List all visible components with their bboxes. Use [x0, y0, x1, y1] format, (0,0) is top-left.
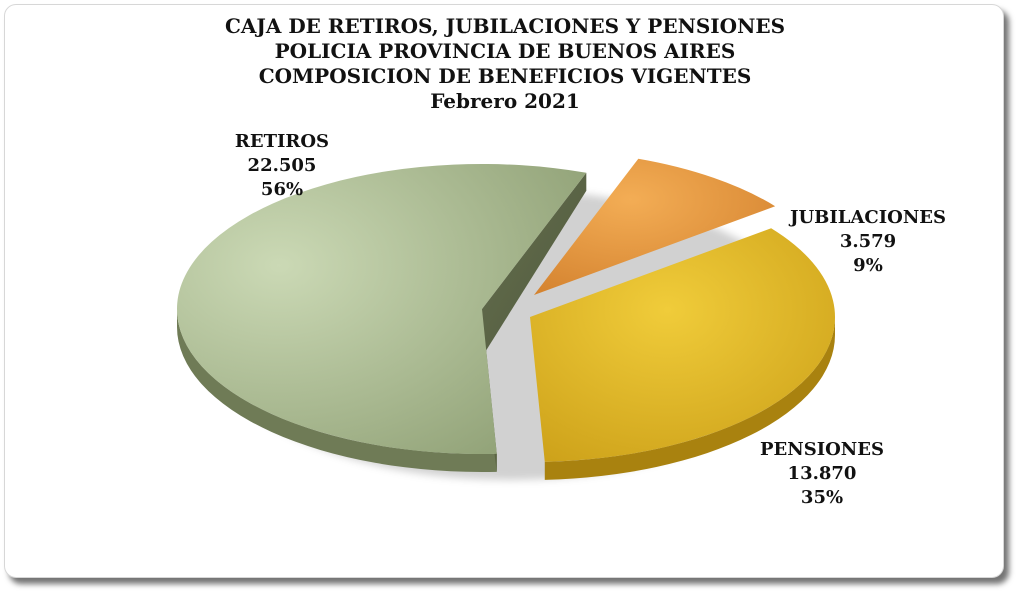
- title-line-1: CAJA DE RETIROS, JUBILACIONES Y PENSIONE…: [224, 14, 786, 38]
- label-retiros-value: 22.505: [247, 155, 317, 176]
- title-line-2: POLICIA PROVINCIA DE BUENOS AIRES: [274, 39, 736, 63]
- slice-pensiones-side: [544, 317, 835, 480]
- slice-retiros-side: [177, 309, 497, 472]
- label-jubilaciones-value: 3.579: [839, 231, 897, 252]
- label-jubilaciones-percent: 9%: [853, 255, 883, 276]
- slice-jubilaciones: [534, 158, 776, 295]
- title-line-4: Febrero 2021: [430, 89, 580, 113]
- slice-jubilaciones-top: [534, 158, 776, 295]
- slice-retiros-face: [482, 172, 587, 357]
- slice-pensiones-top: [530, 228, 835, 462]
- label-retiros-percent: 56%: [260, 179, 304, 200]
- label-jubilaciones: JUBILACIONES 3.579 9%: [788, 206, 948, 278]
- chart-title: CAJA DE RETIROS, JUBILACIONES Y PENSIONE…: [0, 14, 1010, 114]
- slice-retiros-top: [177, 164, 587, 454]
- slice-retiros: [177, 164, 587, 472]
- label-retiros: RETIROS 22.505 56%: [222, 130, 342, 202]
- label-pensiones-name: PENSIONES: [760, 439, 884, 460]
- label-pensiones-value: 13.870: [787, 463, 857, 484]
- slice-pensiones: [530, 228, 835, 480]
- label-jubilaciones-name: JUBILACIONES: [789, 207, 947, 228]
- label-pensiones-percent: 35%: [800, 487, 844, 508]
- label-retiros-name: RETIROS: [234, 131, 330, 152]
- title-line-3: COMPOSICION DE BENEFICIOS VIGENTES: [258, 64, 752, 88]
- label-pensiones: PENSIONES 13.870 35%: [752, 438, 892, 510]
